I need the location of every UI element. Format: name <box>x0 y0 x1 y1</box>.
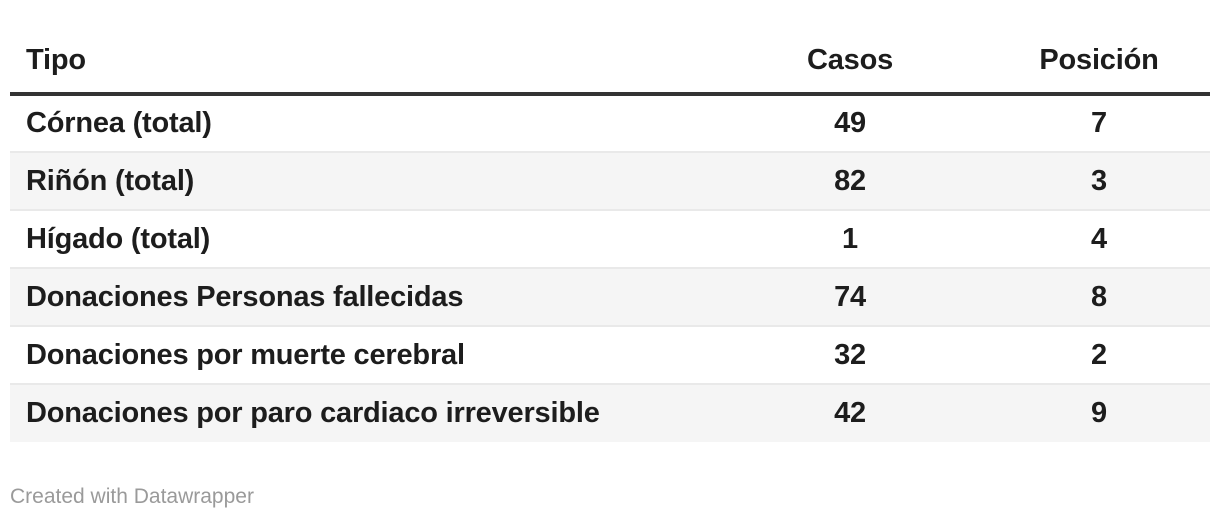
cell-casos: 49 <box>834 107 866 139</box>
table-row: Donaciones por paro cardiaco irreversibl… <box>10 384 1210 442</box>
cell-posicion: 8 <box>1091 280 1107 313</box>
datawrapper-attribution-link[interactable]: Created with Datawrapper <box>10 485 254 508</box>
cell-tipo: Donaciones por paro cardiaco irreversibl… <box>26 397 600 429</box>
header-row: Tipo Casos Posición <box>10 28 1210 96</box>
table-row: Riñón (total) 82 3 <box>10 152 1210 210</box>
cell-casos: 74 <box>834 280 866 313</box>
table-row: Hígado (total) 1 4 <box>10 210 1210 268</box>
datawrapper-table-widget: Tipo Casos Posición Córnea (total) 49 7 … <box>10 28 1210 509</box>
cell-casos: 1 <box>842 222 858 255</box>
data-table: Tipo Casos Posición Córnea (total) 49 7 … <box>10 28 1210 442</box>
cell-casos: 82 <box>834 164 866 197</box>
cell-tipo: Donaciones Personas fallecidas <box>26 280 464 313</box>
table-row: Donaciones por muerte cerebral 32 2 <box>10 326 1210 384</box>
cell-tipo: Córnea (total) <box>26 107 212 139</box>
cell-posicion: 2 <box>1091 338 1107 371</box>
table-row: Donaciones Personas fallecidas 74 8 <box>10 268 1210 326</box>
cell-casos: 32 <box>834 338 866 371</box>
table-row: Córnea (total) 49 7 <box>10 94 1210 152</box>
cell-posicion: 7 <box>1091 107 1107 139</box>
cell-posicion: 3 <box>1091 164 1107 197</box>
cell-tipo: Riñón (total) <box>26 164 195 197</box>
column-header-tipo: Tipo <box>10 28 712 96</box>
cell-posicion: 4 <box>1091 222 1107 255</box>
cell-posicion: 9 <box>1091 397 1107 429</box>
attribution: Created with Datawrapper <box>10 484 1210 509</box>
cell-tipo: Hígado (total) <box>26 222 211 255</box>
column-header-posicion: Posición <box>988 28 1210 96</box>
column-header-casos: Casos <box>712 28 988 96</box>
cell-tipo: Donaciones por muerte cerebral <box>26 338 465 371</box>
cell-casos: 42 <box>834 397 866 429</box>
